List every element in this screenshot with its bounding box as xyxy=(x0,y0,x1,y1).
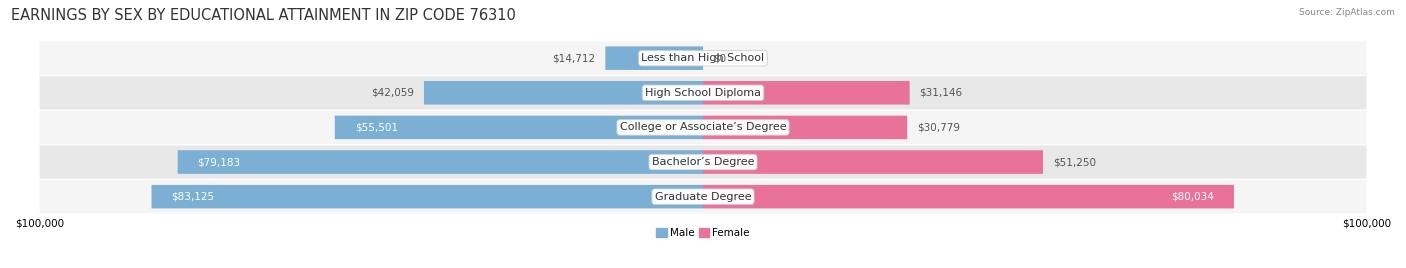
Text: $55,501: $55,501 xyxy=(354,122,398,132)
FancyBboxPatch shape xyxy=(177,150,703,174)
Text: $80,034: $80,034 xyxy=(1171,192,1213,202)
Text: $42,059: $42,059 xyxy=(371,88,413,98)
Text: $0: $0 xyxy=(713,53,725,63)
FancyBboxPatch shape xyxy=(152,185,703,209)
FancyBboxPatch shape xyxy=(703,150,1043,174)
Text: $51,250: $51,250 xyxy=(1053,157,1095,167)
FancyBboxPatch shape xyxy=(39,76,1367,109)
Text: $14,712: $14,712 xyxy=(553,53,596,63)
FancyBboxPatch shape xyxy=(39,180,1367,213)
Text: College or Associate’s Degree: College or Associate’s Degree xyxy=(620,122,786,132)
FancyBboxPatch shape xyxy=(39,111,1367,144)
FancyBboxPatch shape xyxy=(703,185,1234,209)
FancyBboxPatch shape xyxy=(425,81,703,105)
Text: Bachelor’s Degree: Bachelor’s Degree xyxy=(652,157,754,167)
FancyBboxPatch shape xyxy=(39,42,1367,75)
FancyBboxPatch shape xyxy=(39,146,1367,179)
Text: EARNINGS BY SEX BY EDUCATIONAL ATTAINMENT IN ZIP CODE 76310: EARNINGS BY SEX BY EDUCATIONAL ATTAINMEN… xyxy=(11,8,516,23)
Text: $31,146: $31,146 xyxy=(920,88,963,98)
Text: $30,779: $30,779 xyxy=(917,122,960,132)
FancyBboxPatch shape xyxy=(703,116,907,139)
Text: $83,125: $83,125 xyxy=(172,192,215,202)
Text: Less than High School: Less than High School xyxy=(641,53,765,63)
Text: $79,183: $79,183 xyxy=(198,157,240,167)
Text: High School Diploma: High School Diploma xyxy=(645,88,761,98)
Text: Graduate Degree: Graduate Degree xyxy=(655,192,751,202)
FancyBboxPatch shape xyxy=(606,46,703,70)
Text: Source: ZipAtlas.com: Source: ZipAtlas.com xyxy=(1299,8,1395,17)
FancyBboxPatch shape xyxy=(703,81,910,105)
FancyBboxPatch shape xyxy=(335,116,703,139)
Legend: Male, Female: Male, Female xyxy=(652,224,754,242)
